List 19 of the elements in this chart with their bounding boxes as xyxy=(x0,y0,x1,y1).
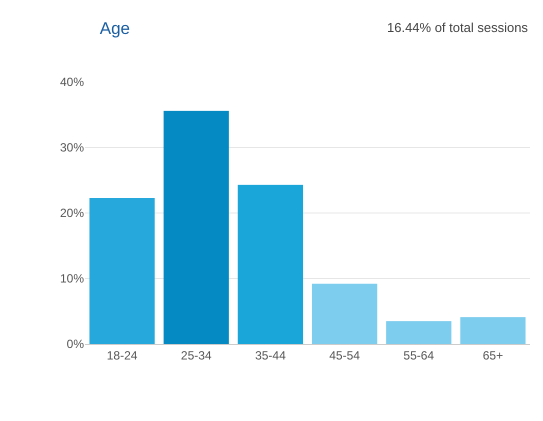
y-tick-label: 40% xyxy=(60,75,84,90)
bar xyxy=(460,317,526,344)
text: 16.44% of total sessions xyxy=(387,20,528,35)
x-tick-label: 35-44 xyxy=(255,348,286,362)
bar xyxy=(89,198,155,344)
x-tick-label: 55-64 xyxy=(403,348,434,362)
y-tick-label: 30% xyxy=(60,140,84,155)
chart-title: Age xyxy=(100,18,130,38)
y-tick-label: 0% xyxy=(66,337,84,352)
x-tick-label: 65+ xyxy=(482,348,504,362)
x-tick-label: 45-54 xyxy=(329,348,360,362)
x-tick-label: 18-24 xyxy=(106,348,138,362)
bar xyxy=(238,184,304,344)
y-tick-label: 10% xyxy=(60,272,84,286)
x-tick-label: 25-34 xyxy=(180,348,212,362)
bar xyxy=(312,284,378,344)
y-tick-label: 20% xyxy=(60,206,84,220)
bar xyxy=(164,110,229,344)
bar xyxy=(386,321,452,344)
